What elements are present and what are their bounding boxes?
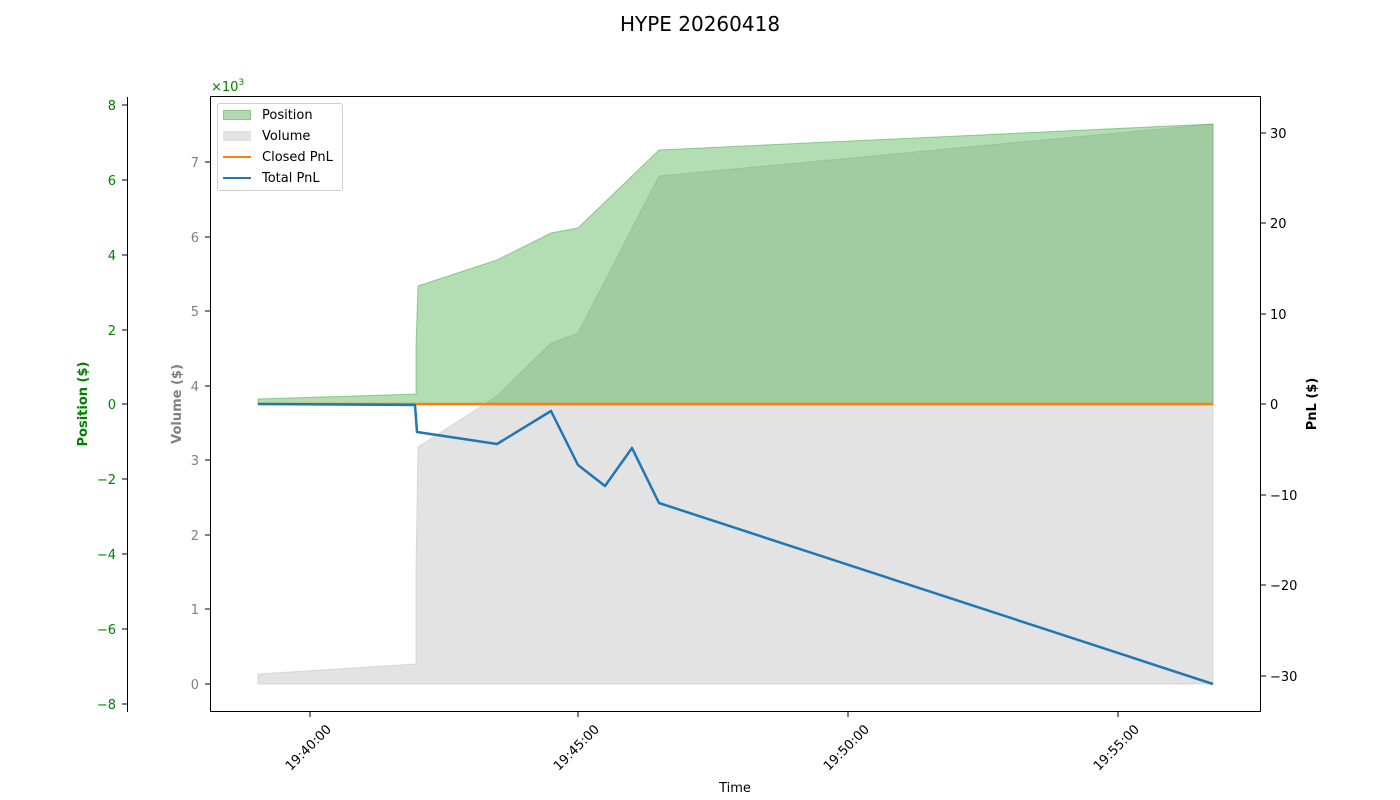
- pnl-tick: 20: [1270, 217, 1287, 232]
- chart-title: HYPE 20260418: [619, 12, 781, 36]
- volume-tick: 3: [191, 454, 199, 469]
- plot-frame: [210, 96, 1261, 712]
- legend: Position Volume Closed PnL Total PnL: [217, 103, 343, 191]
- position-tick: −6: [97, 623, 116, 638]
- closed-pnl-line-icon: [223, 155, 251, 159]
- plot-area: [257, 123, 1214, 686]
- position-area: [257, 123, 1214, 405]
- legend-label: Closed PnL: [262, 149, 333, 165]
- volume-axis-label: Volume ($): [170, 364, 185, 444]
- pnl-tick: 10: [1270, 308, 1287, 323]
- pnl-tick: −30: [1270, 670, 1297, 685]
- time-axis-label: Time: [718, 781, 751, 796]
- position-tick: −4: [97, 548, 116, 563]
- position-tick: 4: [108, 249, 116, 264]
- volume-tick: 1: [191, 603, 199, 618]
- legend-label: Position: [262, 107, 313, 123]
- pnl-tick: 0: [1270, 398, 1278, 413]
- time-axis: 19:40:00 19:45:00 19:50:00 19:55:00 Time: [283, 712, 1143, 796]
- total-pnl-line: [257, 402, 1214, 686]
- pnl-tick: −10: [1270, 489, 1297, 504]
- pnl-tick: −20: [1270, 579, 1297, 594]
- volume-tick: 6: [191, 231, 199, 246]
- legend-item-total-pnl: Total PnL: [223, 168, 320, 188]
- legend-label: Total PnL: [262, 170, 320, 186]
- legend-item-position: Position: [223, 105, 313, 125]
- position-tick: 8: [108, 99, 116, 114]
- position-swatch-icon: [223, 110, 251, 120]
- time-tick: 19:40:00: [283, 722, 335, 774]
- legend-label: Volume: [262, 128, 311, 144]
- position-tick: 2: [108, 324, 116, 339]
- position-tick: 0: [108, 398, 116, 413]
- legend-item-closed-pnl: Closed PnL: [223, 147, 333, 167]
- time-tick: 19:50:00: [821, 722, 873, 774]
- volume-tick: 5: [191, 305, 199, 320]
- pnl-axis-label: PnL ($): [1305, 378, 1320, 431]
- volume-tick: 7: [191, 156, 199, 171]
- position-tick: −2: [97, 473, 116, 488]
- pnl-axis: 30 20 10 0 −10 −20 −30 PnL ($): [1261, 127, 1320, 685]
- total-pnl-line-icon: [223, 176, 251, 180]
- volume-tick: 4: [191, 380, 199, 395]
- volume-tick: 2: [191, 529, 199, 544]
- volume-tick: 0: [191, 678, 199, 693]
- volume-axis: 0 1 2 3 4 5 6 7 Volume ($) ×103: [170, 78, 244, 693]
- volume-swatch-icon: [223, 131, 251, 141]
- time-tick: 19:45:00: [551, 722, 603, 774]
- time-tick: 19:55:00: [1091, 722, 1143, 774]
- position-tick: 6: [108, 174, 116, 189]
- position-tick: −8: [97, 698, 116, 713]
- position-axis: 8 6 4 2 0 −2 −4 −6 −8 Position ($): [76, 97, 128, 713]
- volume-multiplier: ×103: [211, 78, 244, 95]
- position-axis-label: Position ($): [76, 362, 91, 447]
- legend-item-volume: Volume: [223, 126, 310, 146]
- pnl-tick: 30: [1270, 127, 1287, 142]
